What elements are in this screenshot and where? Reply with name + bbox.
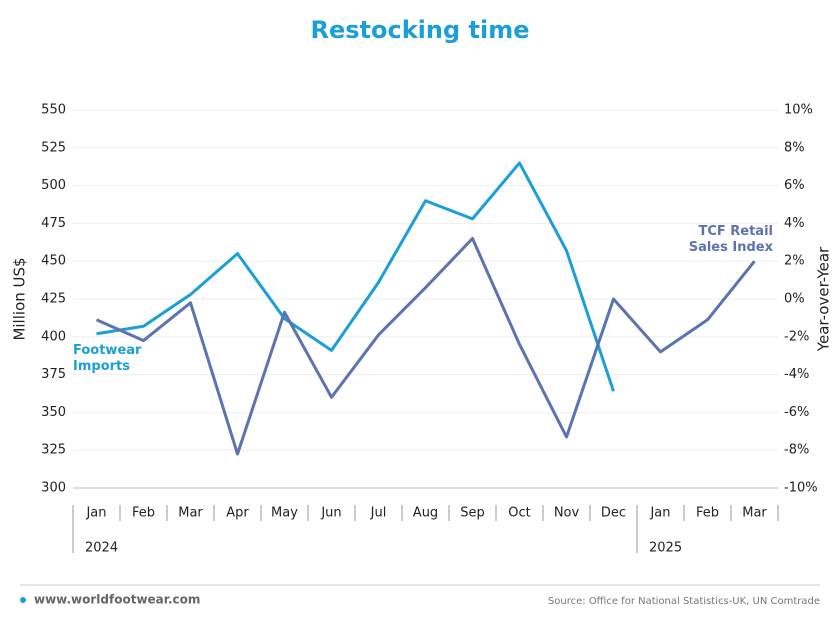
series-line xyxy=(95,237,756,456)
year-label: 2024 xyxy=(85,541,118,556)
x-tick-label: Jun xyxy=(320,506,341,521)
x-tick-label: Mar xyxy=(742,506,767,521)
footer-source: Source: Office for National Statistics-U… xyxy=(548,596,820,607)
x-tick-label: Oct xyxy=(508,506,530,521)
x-tick-label: Aug xyxy=(413,506,438,521)
y-tick-label: 475 xyxy=(41,216,66,231)
x-tick-label: Apr xyxy=(226,506,249,521)
x-tick-label: Feb xyxy=(696,506,719,521)
y2-tick-label: -8% xyxy=(784,443,809,458)
x-tick-label: Feb xyxy=(132,506,155,521)
footer-dot xyxy=(20,597,26,603)
y2-tick-label: 2% xyxy=(784,254,805,269)
footer-site: www.worldfootwear.com xyxy=(34,593,200,607)
series-label: TCF Retail Sales Index xyxy=(688,224,773,255)
y2-tick-label: 10% xyxy=(784,103,813,118)
y-tick-label: 425 xyxy=(41,292,66,307)
series-label: Footwear Imports xyxy=(73,343,142,374)
y-axis-label: Million US$ xyxy=(11,257,29,340)
x-tick-label: Jul xyxy=(370,506,387,521)
y-tick-label: 450 xyxy=(41,254,66,269)
y-tick-label: 500 xyxy=(41,178,66,193)
y2-tick-label: 8% xyxy=(784,140,805,155)
x-tick-label: Mar xyxy=(178,506,203,521)
y-tick-label: 350 xyxy=(41,405,66,420)
series-line xyxy=(96,161,615,392)
chart-title: Restocking time xyxy=(310,16,529,44)
y2-tick-label: 0% xyxy=(784,292,805,307)
y-tick-label: 550 xyxy=(41,103,66,118)
x-tick-label: Jan xyxy=(649,506,670,521)
y-tick-label: 300 xyxy=(41,481,66,496)
y2-tick-label: -2% xyxy=(784,329,809,344)
y2-axis-label: Year-over-Year xyxy=(815,246,833,352)
y2-tick-label: -4% xyxy=(784,367,809,382)
x-tick-label: Nov xyxy=(554,506,580,521)
y2-tick-label: -6% xyxy=(784,405,809,420)
y-tick-label: 325 xyxy=(41,443,66,458)
year-label: 2025 xyxy=(649,541,682,556)
y-tick-label: 400 xyxy=(41,329,66,344)
y2-tick-label: -10% xyxy=(784,481,818,496)
x-tick-label: Sep xyxy=(460,506,485,521)
y-tick-label: 525 xyxy=(41,140,66,155)
y2-tick-label: 6% xyxy=(784,178,805,193)
y-tick-label: 375 xyxy=(41,367,66,382)
x-tick-label: Jan xyxy=(85,506,106,521)
x-tick-label: Dec xyxy=(601,506,626,521)
y2-tick-label: 4% xyxy=(784,216,805,231)
x-tick-label: May xyxy=(271,506,298,521)
